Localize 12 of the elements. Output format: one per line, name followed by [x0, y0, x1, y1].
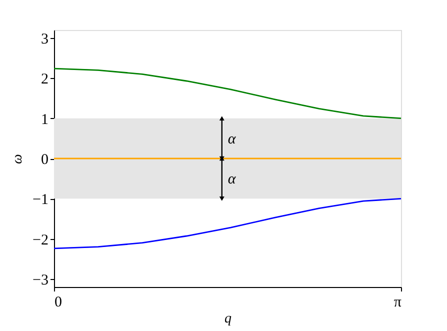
- y-tick-label: −1: [32, 192, 48, 208]
- y-tick-label: 1: [41, 112, 48, 128]
- y-axis-title: ω: [10, 154, 26, 164]
- y-tick-label: −3: [32, 272, 48, 288]
- y-tick-label: 3: [41, 32, 48, 48]
- y-tick-label: 0: [41, 152, 48, 168]
- x-tick-label: π: [394, 294, 402, 310]
- y-tick-label: 2: [41, 72, 48, 88]
- annotation: α: [228, 131, 237, 148]
- y-tick-label: −2: [32, 232, 48, 248]
- x-axis-title: q: [224, 312, 232, 326]
- annotation: α: [228, 172, 237, 188]
